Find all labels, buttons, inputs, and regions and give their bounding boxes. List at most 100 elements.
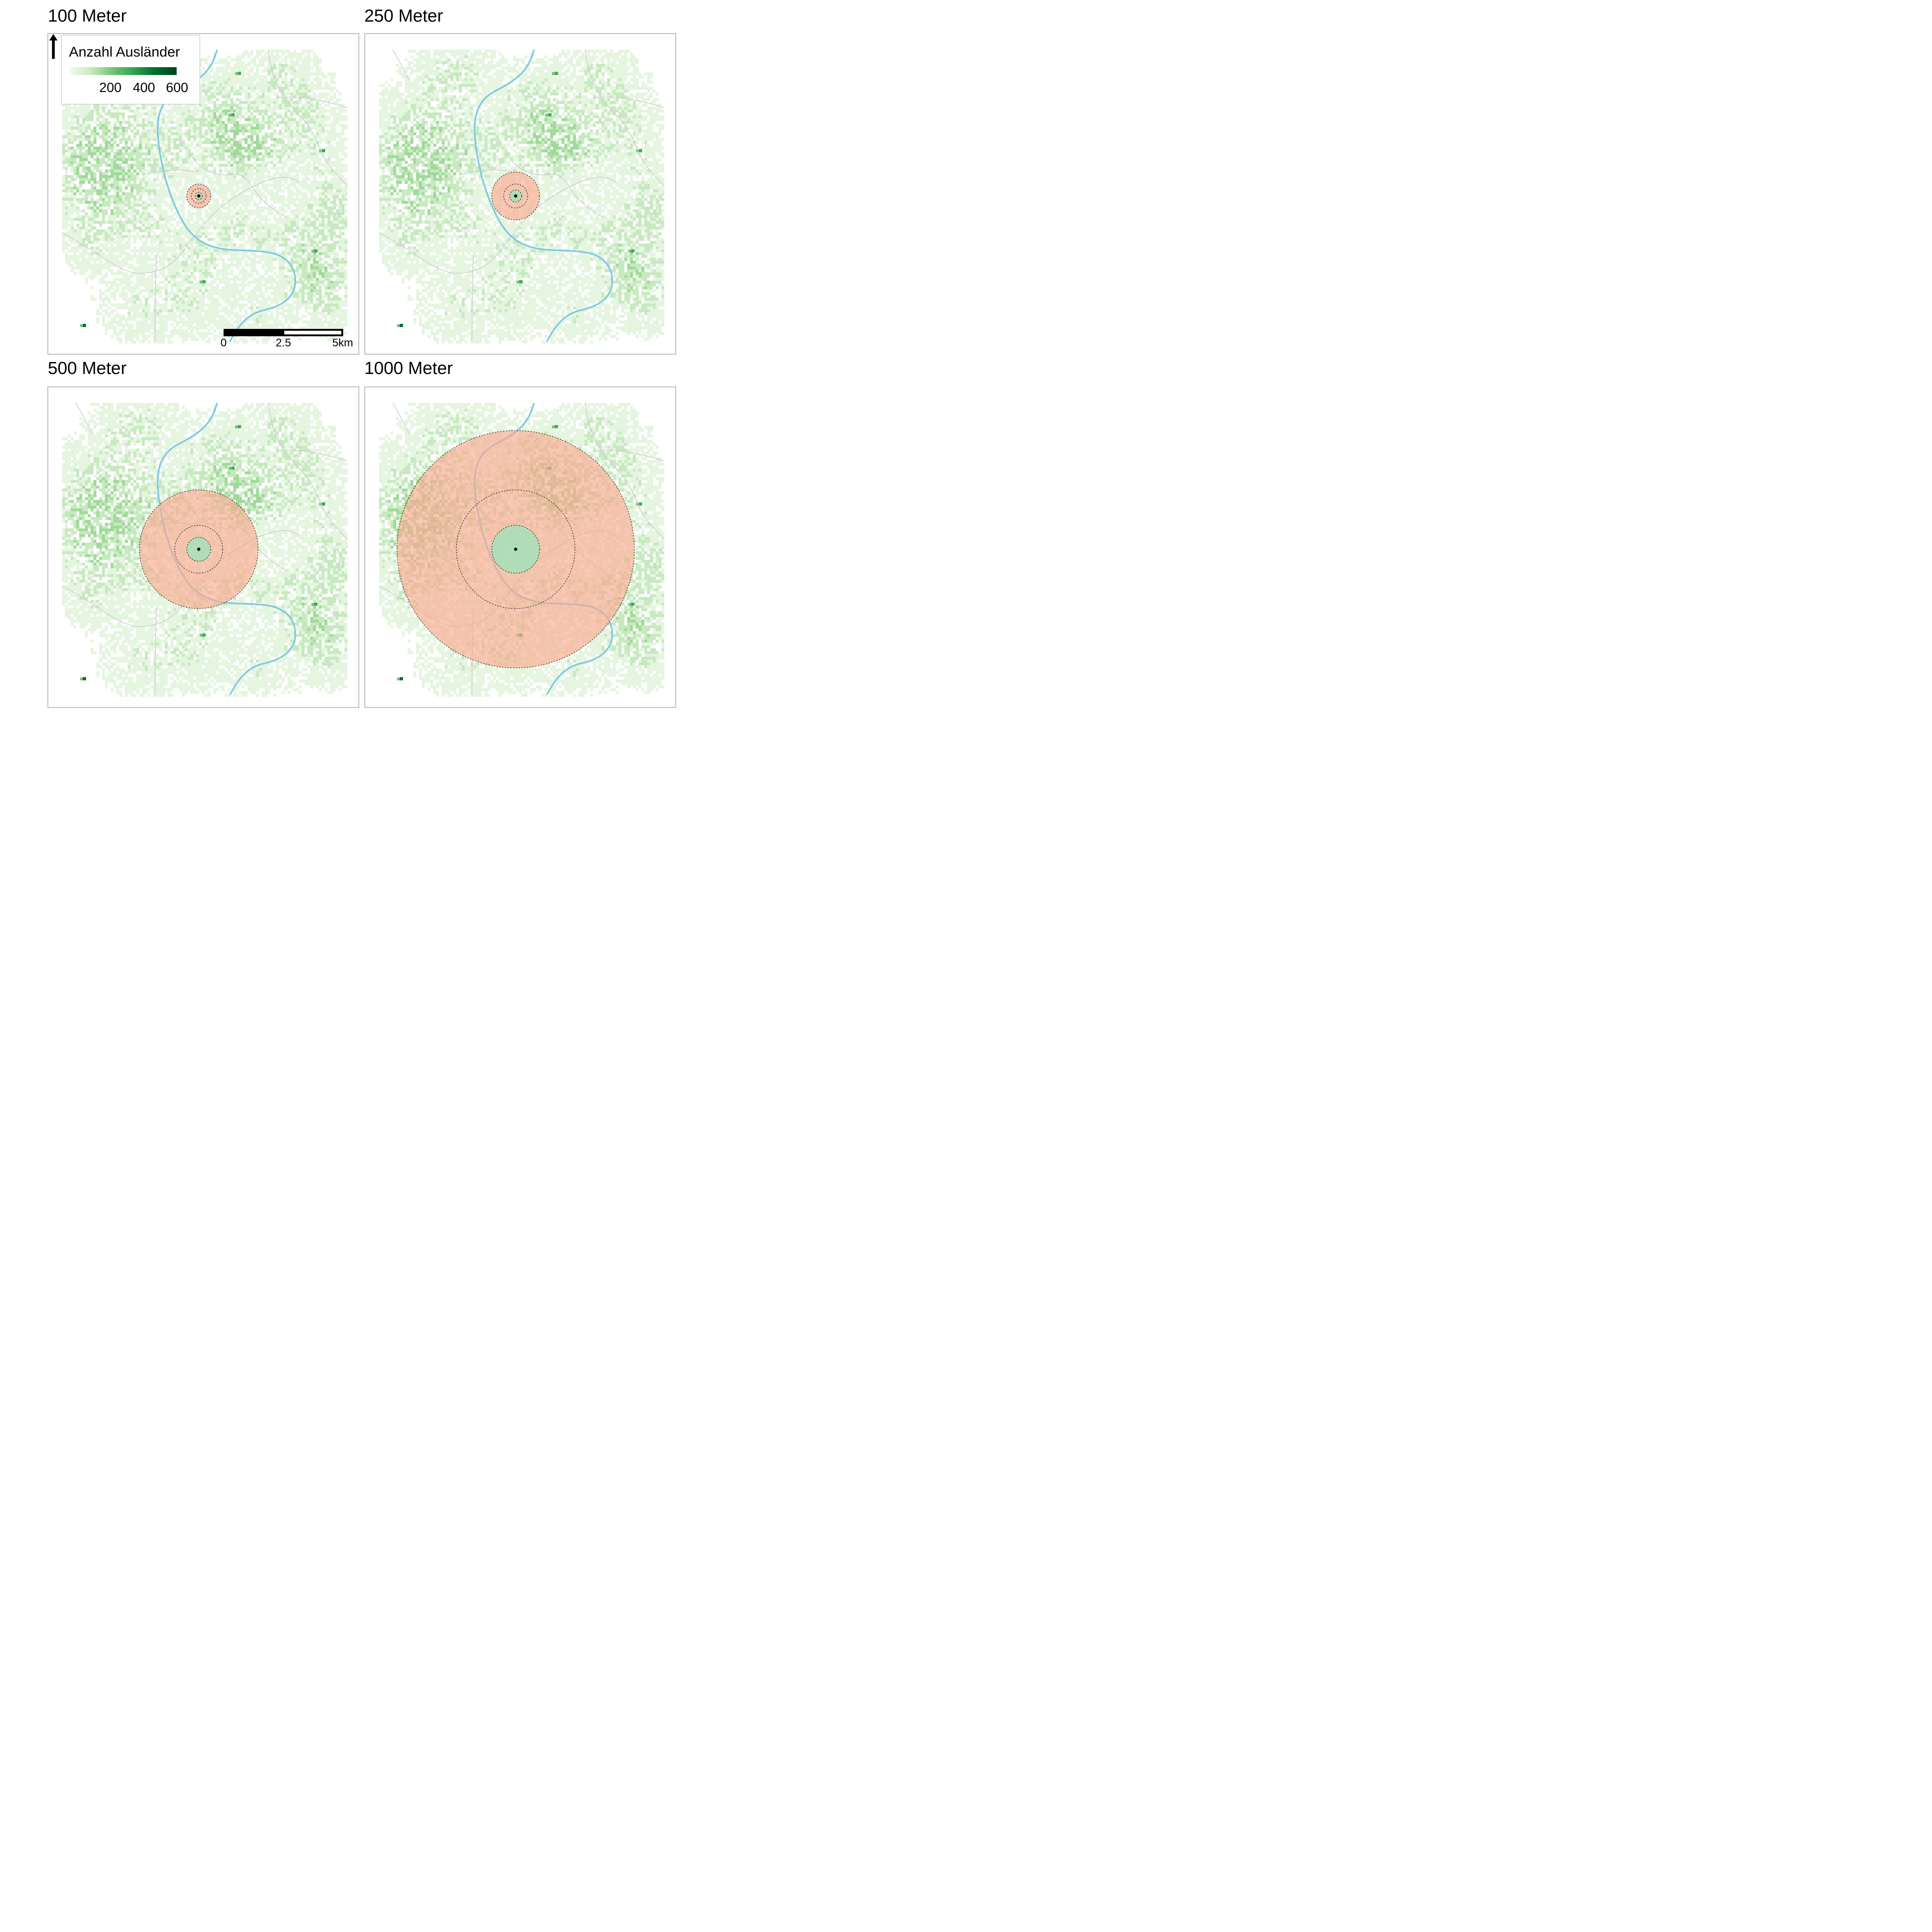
raster-cell: [130, 104, 134, 107]
raster-cell: [322, 121, 325, 124]
raster-cell: [136, 107, 139, 110]
raster-cell: [210, 84, 213, 87]
raster-cell: [233, 144, 236, 147]
raster-cell: [227, 115, 230, 118]
raster-cell: [230, 167, 234, 170]
raster-cell: [267, 218, 270, 221]
raster-cell: [110, 141, 114, 144]
raster-cell: [150, 241, 154, 244]
raster-cell: [230, 150, 234, 153]
raster-cell: [179, 155, 182, 158]
raster-cell: [219, 84, 222, 87]
raster-cell: [70, 203, 74, 207]
raster-cell: [167, 115, 171, 118]
raster-cell: [85, 238, 88, 241]
raster-cell: [313, 172, 316, 175]
raster-cell: [205, 221, 208, 224]
raster-cell: [184, 115, 188, 118]
raster-cell: [287, 201, 291, 204]
raster-cell: [305, 126, 308, 130]
raster-cell: [339, 209, 342, 213]
raster-cell: [230, 178, 234, 181]
raster-cell: [305, 112, 308, 115]
raster-cell: [179, 164, 182, 167]
raster-cell: [316, 112, 319, 115]
raster-cell: [273, 109, 276, 113]
raster-cell: [310, 58, 313, 61]
raster-cell: [176, 167, 179, 170]
raster-cell: [159, 209, 162, 213]
raster-cell: [324, 86, 328, 90]
raster-cell: [333, 201, 336, 204]
raster-cell: [336, 155, 339, 158]
raster-cell: [148, 104, 151, 107]
raster-cell: [290, 129, 293, 132]
raster-cell: [170, 132, 173, 136]
raster-cell: [327, 215, 330, 218]
raster-cell: [222, 146, 225, 150]
raster-cell: [279, 167, 282, 170]
raster-cell: [133, 146, 137, 150]
raster-cell: [270, 212, 273, 215]
raster-cell: [65, 181, 68, 184]
raster-cell: [273, 207, 276, 210]
raster-cell: [184, 158, 188, 161]
raster-cell: [187, 167, 191, 170]
raster-cell: [165, 241, 168, 244]
raster-cell: [264, 81, 268, 84]
raster-cell: [273, 92, 276, 96]
raster-cell: [290, 158, 293, 161]
raster-cell: [156, 226, 159, 230]
raster-cell: [222, 201, 225, 204]
raster-cell: [187, 155, 191, 158]
raster-cell: [213, 132, 216, 136]
raster-cell: [127, 152, 131, 155]
raster-cell: [199, 209, 202, 213]
raster-cell: [113, 126, 116, 130]
raster-cell: [324, 98, 328, 101]
raster-cell: [148, 135, 151, 138]
raster-cell: [299, 218, 302, 221]
raster-cell: [259, 109, 262, 113]
raster-cell: [99, 146, 102, 150]
raster-cell: [76, 175, 80, 178]
raster-cell: [287, 146, 291, 150]
raster-cell: [247, 184, 251, 187]
raster-cell: [322, 109, 325, 113]
raster-cell: [87, 104, 91, 107]
raster-cell: [301, 198, 305, 201]
raster-cell: [301, 92, 305, 96]
raster-cell: [201, 172, 205, 175]
raster-cell: [93, 232, 97, 236]
raster-cell: [193, 135, 196, 138]
raster-cell: [62, 164, 65, 167]
raster-cell: [99, 175, 102, 178]
raster-cell: [301, 135, 305, 138]
raster-cell: [316, 161, 319, 164]
raster-cell: [341, 167, 345, 170]
raster-cell: [176, 129, 179, 132]
raster-cell: [105, 209, 108, 213]
raster-cell: [130, 224, 134, 227]
raster-cell: [207, 109, 211, 113]
raster-cell: [127, 232, 131, 236]
raster-cell: [247, 167, 251, 170]
raster-cell: [256, 221, 259, 224]
raster-cell: [227, 146, 230, 150]
raster-cell: [196, 118, 199, 121]
raster-cell: [173, 207, 177, 210]
raster-cell: [250, 61, 253, 64]
raster-cell: [165, 226, 168, 230]
raster-cell: [256, 203, 259, 207]
raster-cell: [156, 150, 159, 153]
raster-cell: [210, 169, 213, 172]
raster-cell: [222, 184, 225, 187]
raster-cell: [270, 135, 273, 138]
raster-cell: [125, 184, 128, 187]
raster-cell: [190, 178, 194, 181]
raster-cell: [136, 146, 139, 150]
raster-cell: [216, 235, 219, 238]
raster-cell: [159, 167, 162, 170]
raster-cell: [307, 169, 310, 172]
raster-cell: [170, 235, 173, 238]
